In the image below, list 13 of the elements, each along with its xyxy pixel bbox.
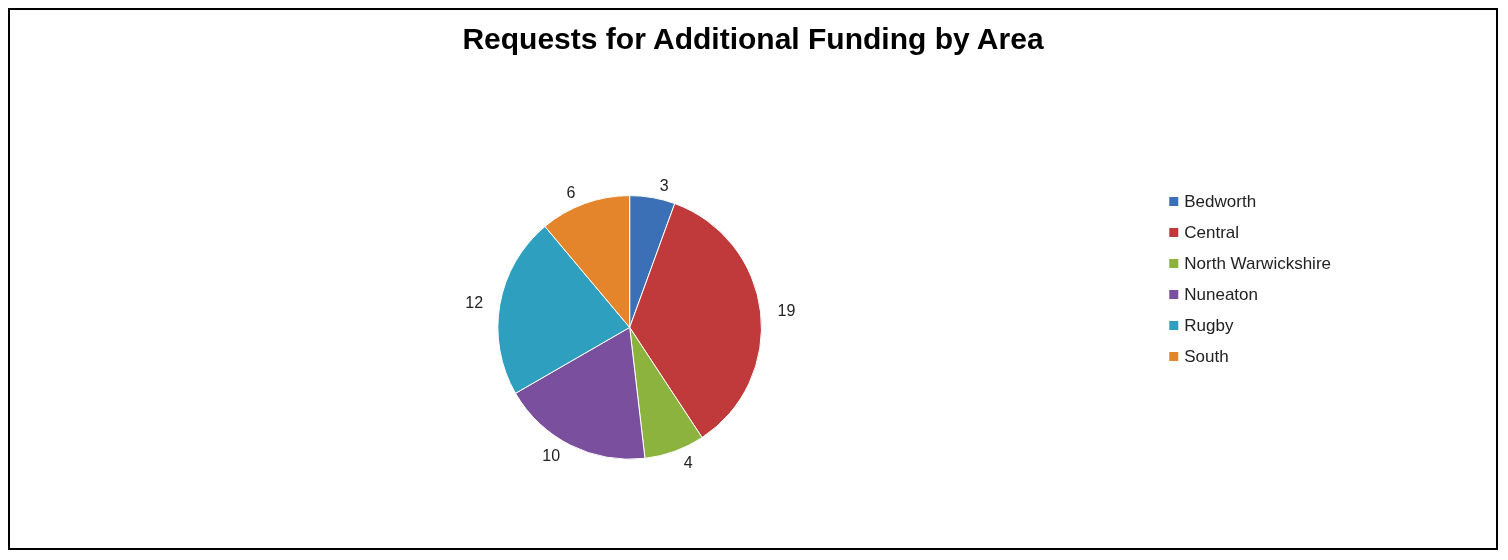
legend-label: Bedworth xyxy=(1184,192,1257,211)
legend-label: Nuneaton xyxy=(1184,285,1259,304)
data-label: 10 xyxy=(542,447,561,465)
data-label: 19 xyxy=(777,302,796,320)
data-label: 6 xyxy=(566,183,576,201)
chart-title: Requests for Additional Funding by Area xyxy=(462,21,1044,55)
data-label: 12 xyxy=(465,293,484,311)
legend-label: Rugby xyxy=(1184,316,1234,335)
data-label: 3 xyxy=(659,177,669,195)
legend-label: North Warwickshire xyxy=(1184,254,1332,273)
legend-label: Central xyxy=(1184,223,1240,242)
legend-label: South xyxy=(1184,347,1229,366)
data-label: 4 xyxy=(683,454,693,472)
